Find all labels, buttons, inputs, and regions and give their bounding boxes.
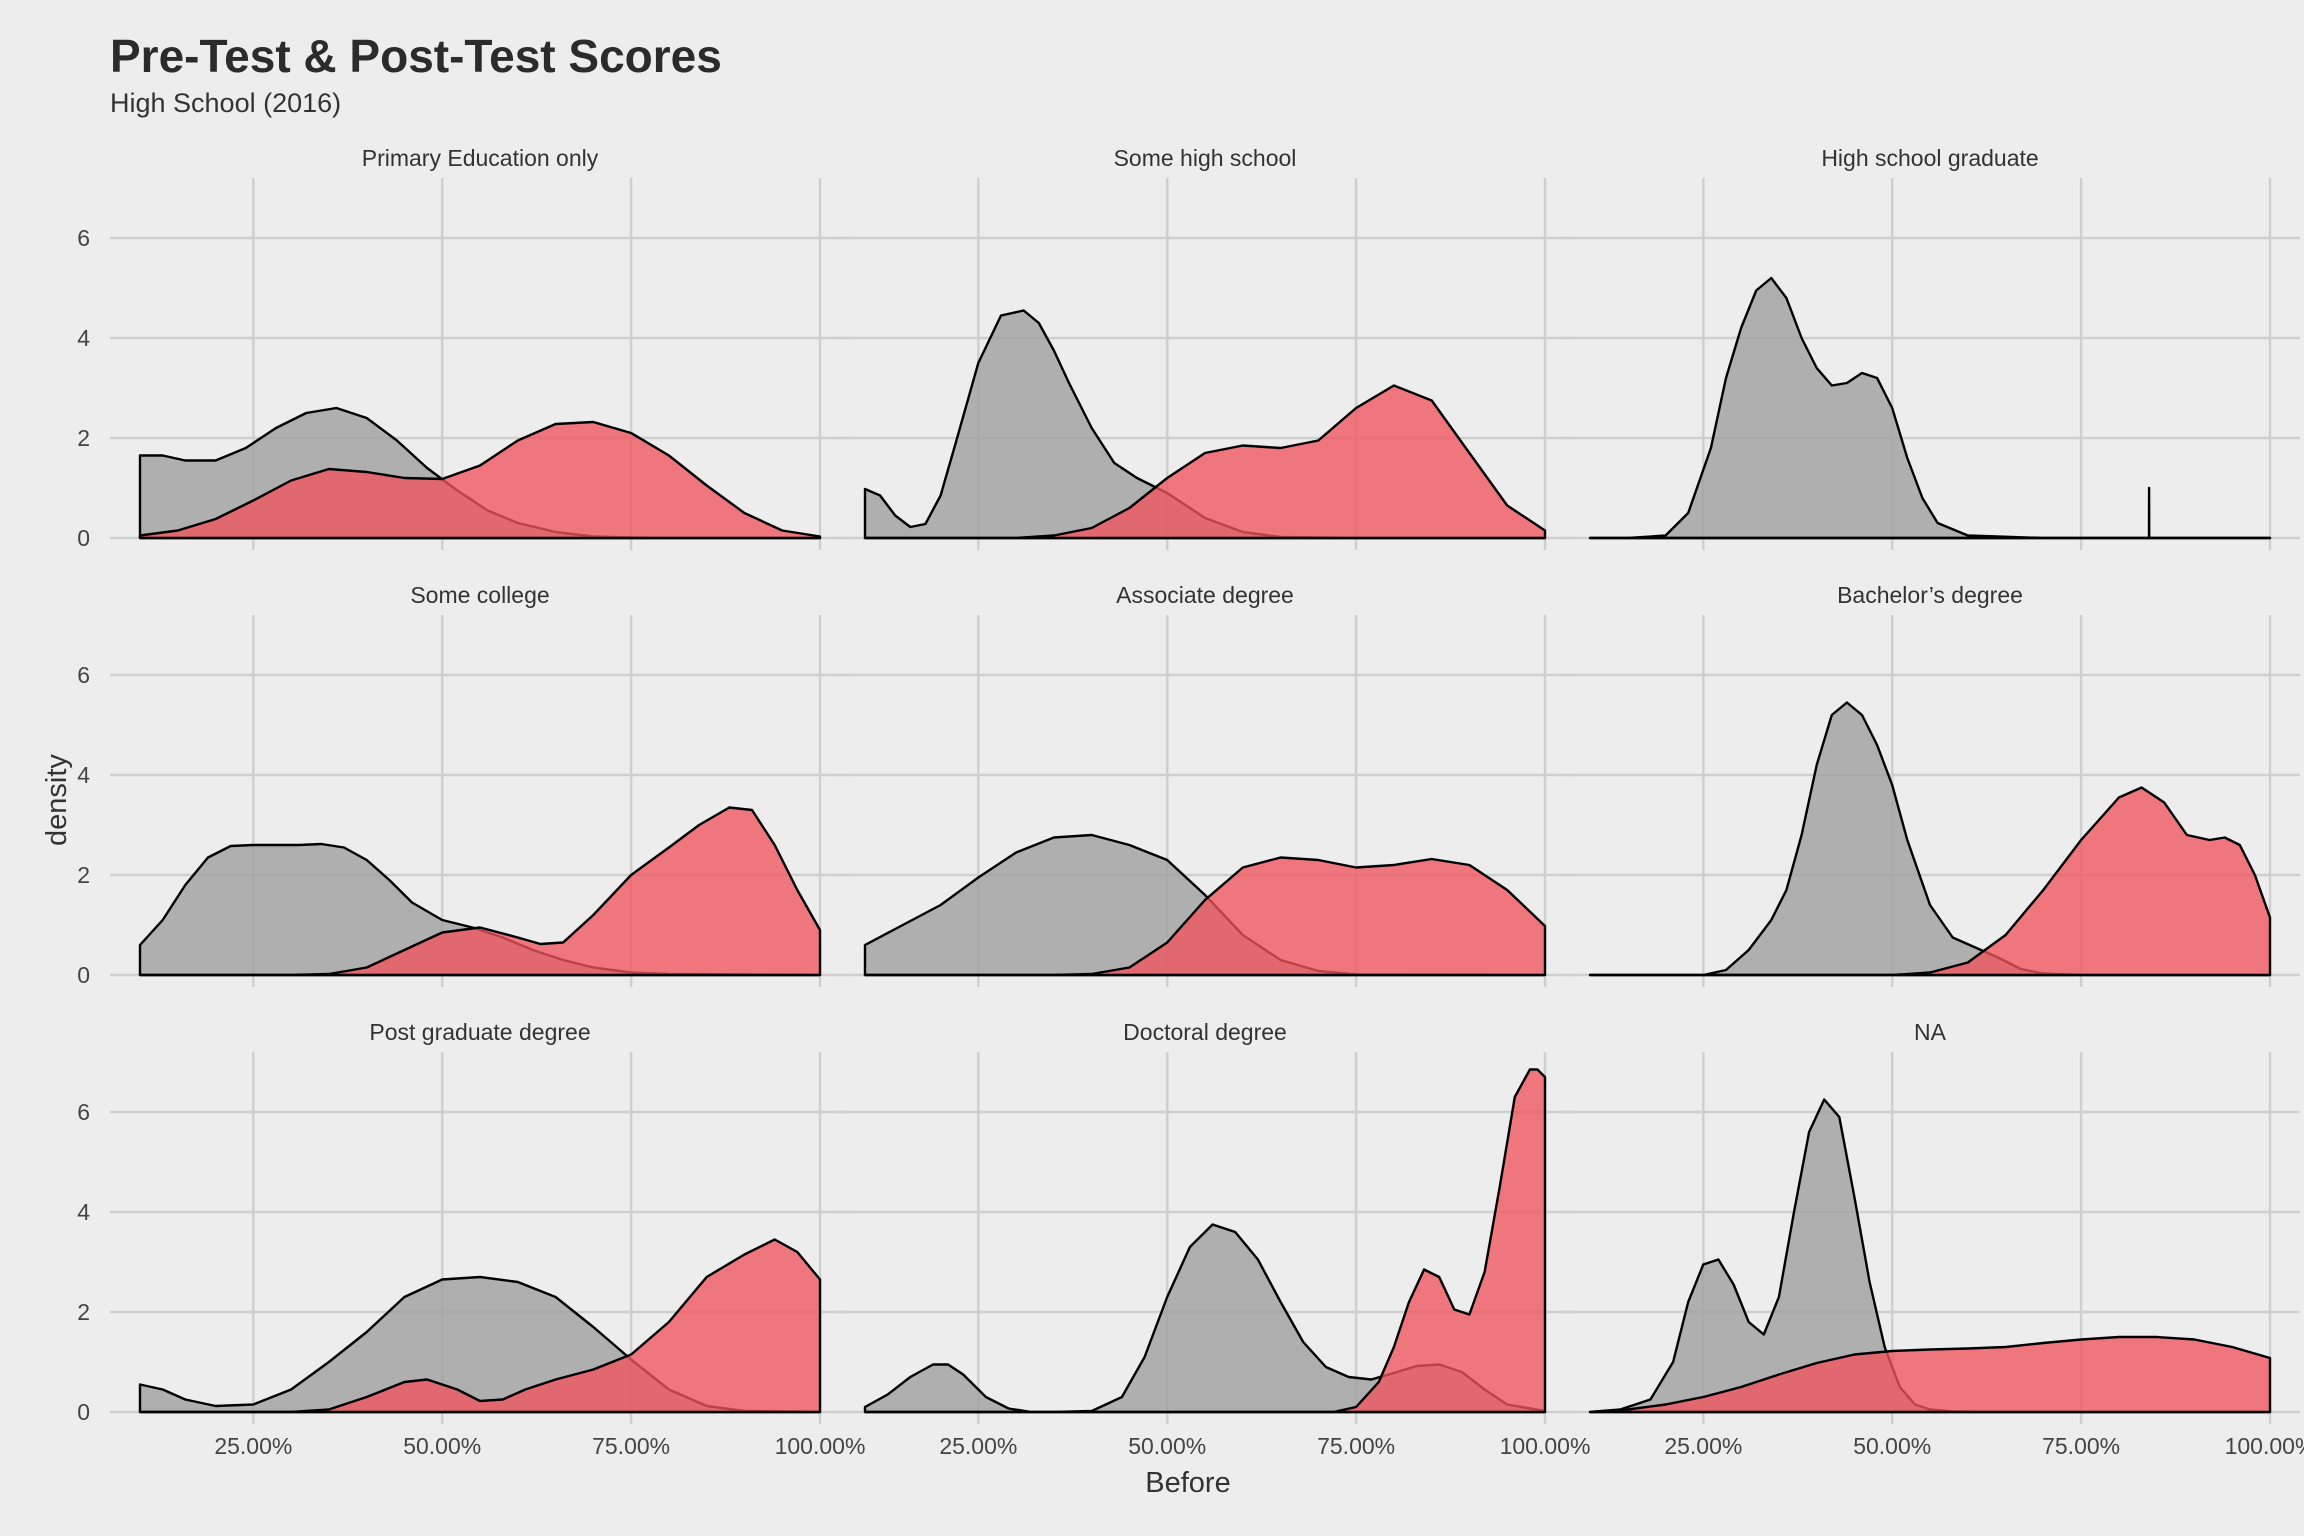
x-tick-label: 25.00%: [939, 1433, 1017, 1459]
y-tick-label: 4: [77, 325, 90, 351]
y-tick-label: 2: [77, 862, 90, 888]
facet-panels: Primary Education only 0 2 4 6 Some high scho…: [77, 145, 2304, 1459]
x-tick-label: 50.00%: [1853, 1433, 1931, 1459]
x-tick-label: 25.00%: [1664, 1433, 1742, 1459]
y-tick-label: 4: [77, 1199, 90, 1225]
x-axis-title: Before: [1145, 1467, 1230, 1499]
facet-panel: High school graduate: [1560, 145, 2300, 550]
facet-label: NA: [1914, 1019, 1947, 1045]
y-tick-label: 4: [77, 762, 90, 788]
density-area-after: [138, 806, 822, 977]
density-area-after: [863, 856, 1547, 977]
density-area-after: [863, 384, 1547, 540]
y-tick-label: 0: [77, 1399, 90, 1425]
x-tick-label: 100.00%: [2225, 1433, 2304, 1459]
y-tick-label: 6: [77, 1099, 90, 1125]
y-axis-title: density: [41, 754, 73, 846]
facet-panel: NA 25.00% 50.00% 75.00% 100.00%: [1560, 1019, 2304, 1459]
density-area-after: [138, 420, 822, 540]
x-tick-label: 25.00%: [214, 1433, 292, 1459]
y-tick-label: 0: [77, 525, 90, 551]
facet-label: Associate degree: [1116, 582, 1294, 608]
facet-label: Some high school: [1114, 145, 1297, 171]
x-tick-label: 50.00%: [1128, 1433, 1206, 1459]
facet-panel: Some college 0 2 4 6: [77, 582, 850, 988]
facet-label: Primary Education only: [362, 145, 599, 171]
density-area-after: [863, 1068, 1547, 1414]
facet-panel: Bachelor’s degree: [1560, 582, 2300, 987]
facet-panel: Associate degree: [835, 582, 1575, 987]
chart-title: Pre-Test & Post-Test Scores: [110, 30, 722, 82]
facet-label: Bachelor’s degree: [1837, 582, 2023, 608]
x-tick-label: 75.00%: [592, 1433, 670, 1459]
facet-panel: Some high school: [835, 145, 1575, 550]
y-tick-label: 6: [77, 225, 90, 251]
facet-panel: Post graduate degree 0 2 4 6 25.00% 50.00% 75.0…: [77, 1019, 865, 1459]
facet-panel: Primary Education only 0 2 4 6: [77, 145, 850, 551]
chart-subtitle: High School (2016): [110, 88, 341, 118]
facet-label: High school graduate: [1821, 145, 2038, 171]
y-tick-label: 6: [77, 662, 90, 688]
facet-label: Post graduate degree: [369, 1019, 590, 1045]
y-tick-label: 0: [77, 962, 90, 988]
x-tick-label: 100.00%: [775, 1433, 866, 1459]
density-area-after: [1588, 786, 2272, 977]
density-area-after: [138, 1238, 822, 1414]
density-area-after: [1588, 486, 2272, 540]
density-area-before: [1588, 276, 2272, 540]
y-tick-label: 2: [77, 425, 90, 451]
facet-label: Some college: [410, 582, 549, 608]
x-tick-label: 50.00%: [403, 1433, 481, 1459]
facet-panel: Doctoral degree 25.00% 50.00% 75.00% 100.00%: [835, 1019, 1590, 1459]
density-area-after: [1588, 1335, 2272, 1414]
y-tick-label: 2: [77, 1299, 90, 1325]
facet-label: Doctoral degree: [1123, 1019, 1287, 1045]
x-tick-label: 75.00%: [2042, 1433, 2120, 1459]
x-tick-label: 75.00%: [1317, 1433, 1395, 1459]
x-tick-label: 100.00%: [1500, 1433, 1591, 1459]
